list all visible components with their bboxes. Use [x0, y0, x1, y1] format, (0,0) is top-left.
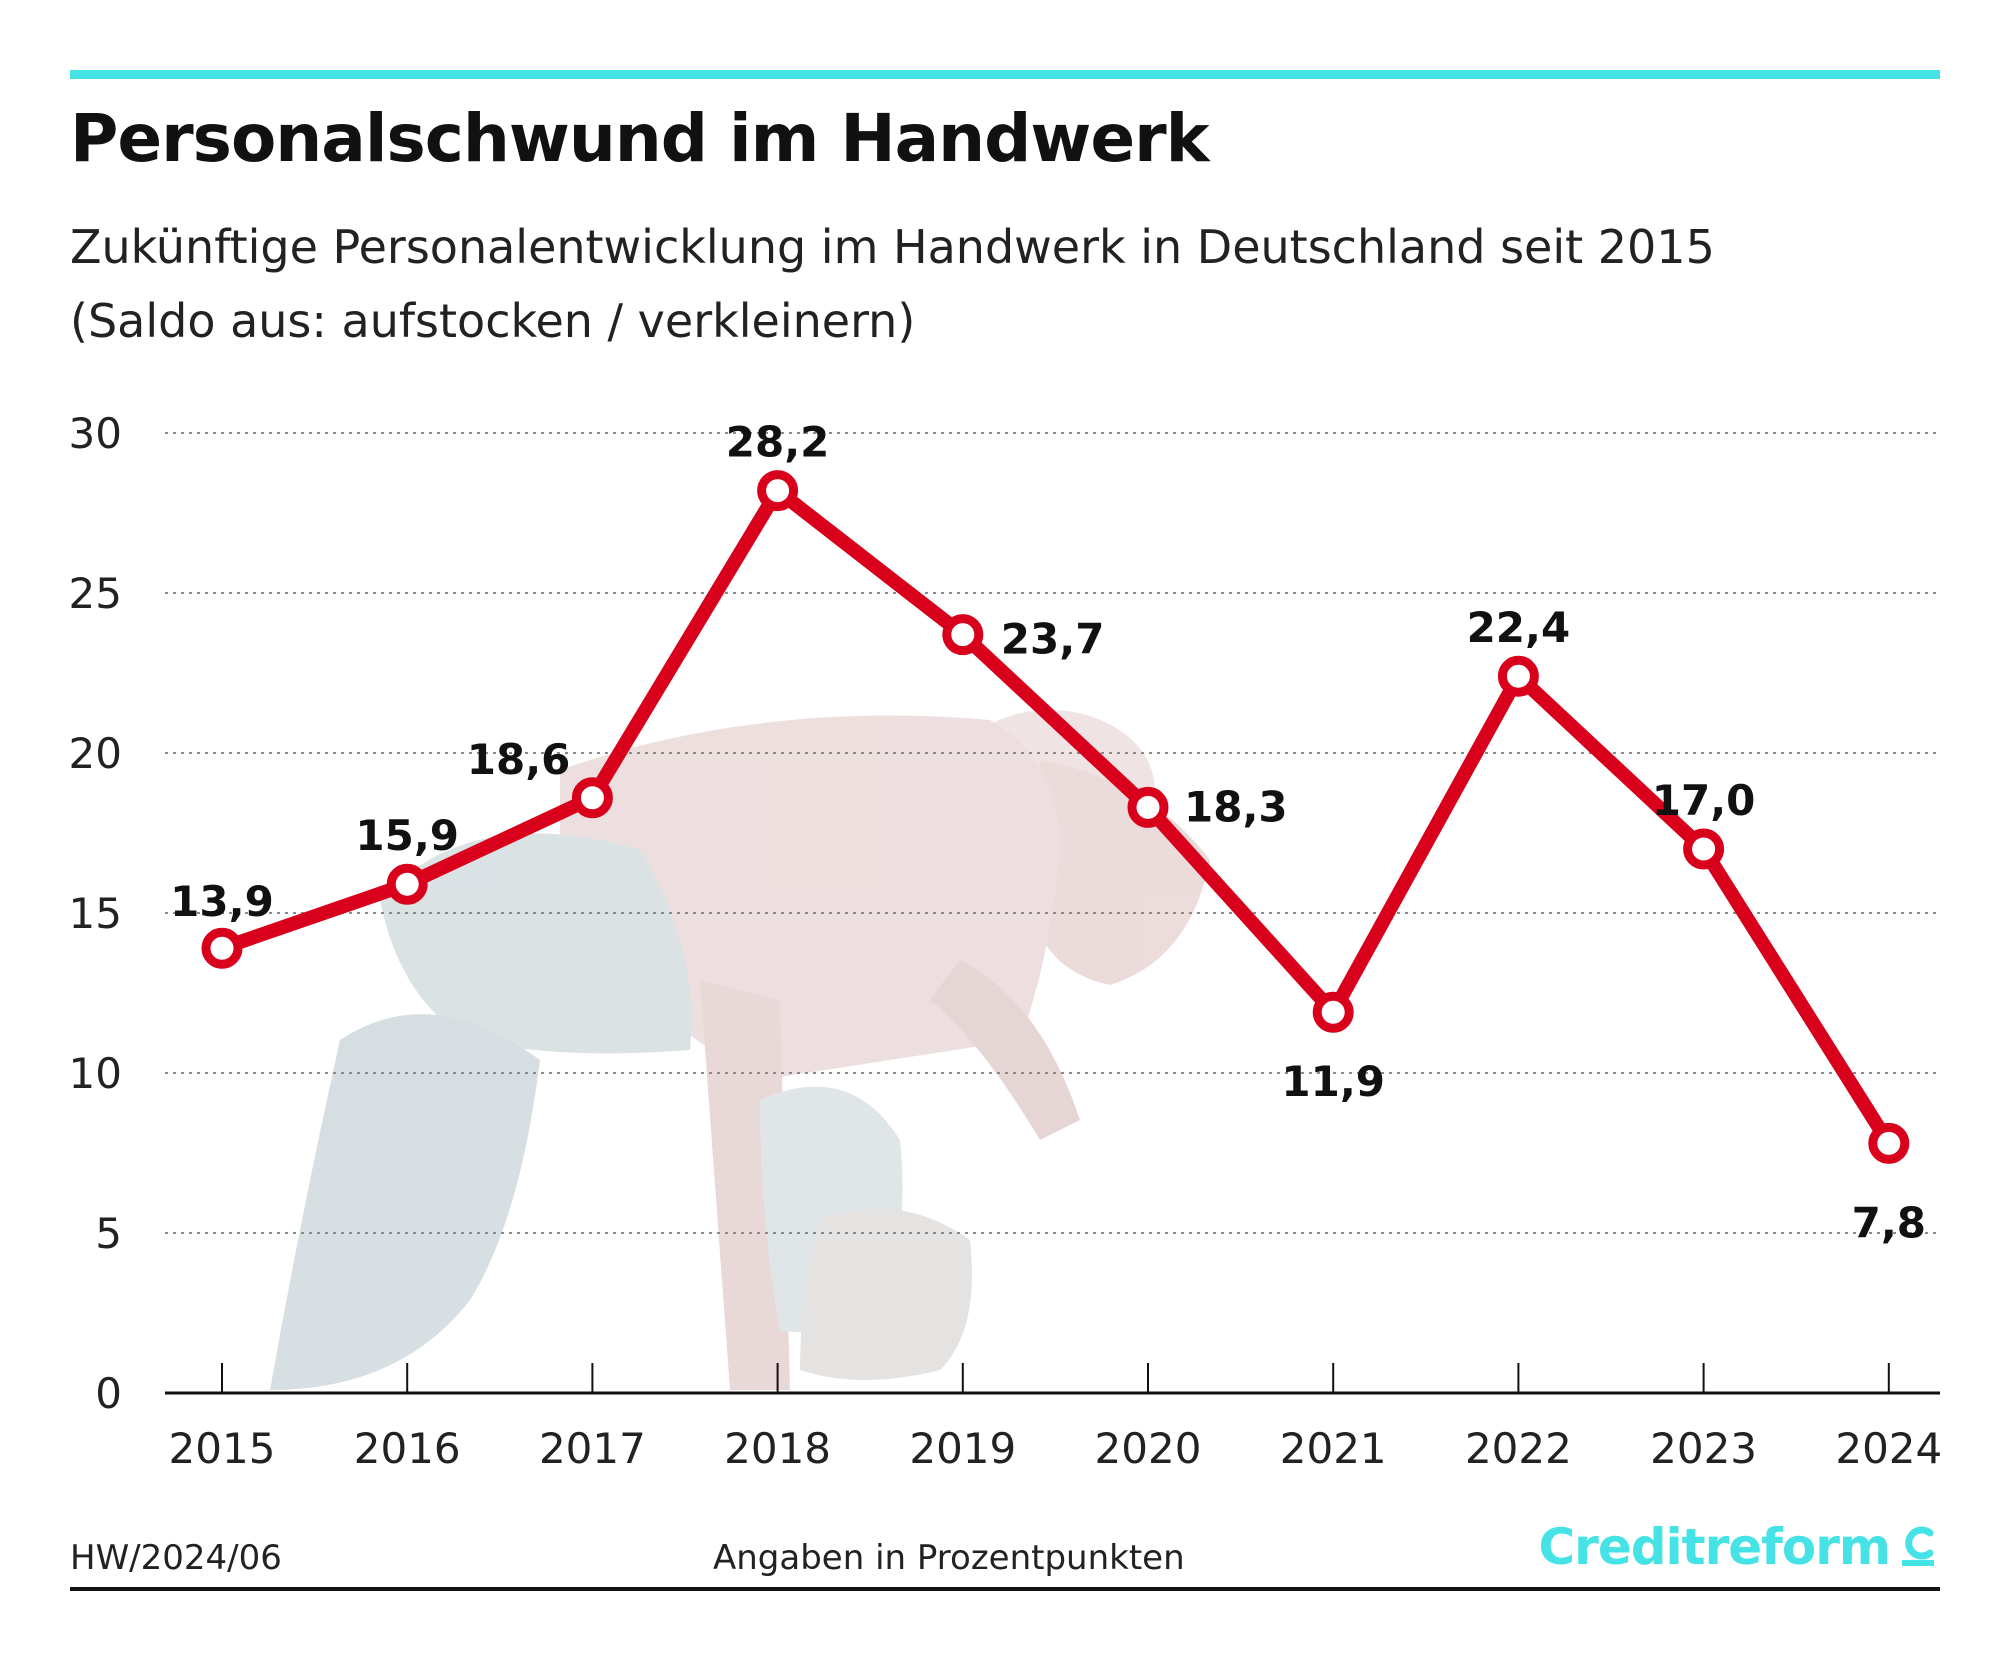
data-point-2022 — [1497, 655, 1539, 697]
data-labels: 13,9 15,918,6 28,2 23,7 18,3 11,9 22,4 17,0 7,8 — [170, 418, 1926, 1248]
y-tick-label: 20 — [69, 729, 122, 778]
data-point-2015 — [201, 927, 243, 969]
chart-title: Personalschwund im Handwerk — [70, 100, 1210, 177]
subtitle-line-2: (Saldo aus: aufstocken / verkleinern) — [70, 294, 916, 348]
data-label-2016: 15,9 — [355, 811, 459, 860]
x-tick-label: 2022 — [1465, 1424, 1572, 1473]
x-tick-label: 2018 — [724, 1424, 831, 1473]
series-line — [219, 480, 1895, 1148]
data-point-2023 — [1683, 828, 1725, 870]
data-point-2016 — [386, 863, 428, 905]
x-tick-label: 2021 — [1280, 1424, 1387, 1473]
data-point-2021 — [1312, 991, 1354, 1033]
brand-logo: Creditreform — [1538, 1518, 1936, 1576]
footer-code: HW/2024/06 — [70, 1538, 282, 1578]
y-tick-label: 5 — [95, 1209, 122, 1258]
y-tick-label: 0 — [95, 1369, 122, 1418]
brand-mark-icon — [1900, 1524, 1936, 1570]
data-label-2017: 18,6 — [467, 735, 571, 784]
data-point-2017 — [571, 777, 613, 819]
y-tick-label: 10 — [69, 1049, 122, 1098]
data-points — [201, 470, 1910, 1164]
x-tick-label: 2023 — [1650, 1424, 1757, 1473]
data-label-2021: 11,9 — [1281, 1057, 1385, 1106]
y-tick-label: 25 — [69, 569, 122, 618]
top-accent-rule — [70, 70, 1940, 79]
data-label-2020: 18,3 — [1184, 782, 1288, 831]
x-tick-label: 2017 — [539, 1424, 646, 1473]
data-point-2018 — [757, 470, 799, 512]
data-label-2023: 17,0 — [1652, 776, 1756, 825]
data-label-2018: 28,2 — [726, 418, 830, 467]
data-label-2015: 13,9 — [170, 877, 274, 926]
y-tick-label: 30 — [69, 409, 122, 458]
footer-unit-note: Angaben in Prozentpunkten — [713, 1538, 1185, 1578]
x-tick-label: 2015 — [169, 1424, 276, 1473]
x-tick-label: 2019 — [909, 1424, 1016, 1473]
data-point-2019 — [942, 614, 984, 656]
bottom-rule — [70, 1587, 1940, 1591]
x-tick-labels: 2015 2016 2017 2018 2019 2020 2021 2022 2023 2024 — [169, 1424, 1943, 1473]
x-tick-label: 2024 — [1835, 1424, 1942, 1473]
data-point-2020 — [1127, 786, 1169, 828]
craftsman-photo-background — [270, 710, 1210, 1390]
subtitle-line-1: Zukünftige Personalentwicklung im Handwe… — [70, 220, 1715, 274]
y-tick-label: 15 — [69, 889, 122, 938]
chart-subtitle: Zukünftige Personalentwicklung im Handwe… — [70, 210, 1715, 358]
series-polyline — [219, 480, 1895, 1148]
x-tick-label: 2020 — [1095, 1424, 1202, 1473]
data-label-2022: 22,4 — [1467, 603, 1571, 652]
x-tick-label: 2016 — [354, 1424, 461, 1473]
x-axis — [165, 1363, 1940, 1395]
data-point-2024 — [1868, 1122, 1910, 1164]
data-label-2024: 7,8 — [1852, 1198, 1926, 1247]
y-tick-labels: 0 5 10 15 20 25 30 — [69, 409, 122, 1418]
brand-name: Creditreform — [1538, 1518, 1891, 1576]
data-label-2019: 23,7 — [1001, 615, 1105, 664]
